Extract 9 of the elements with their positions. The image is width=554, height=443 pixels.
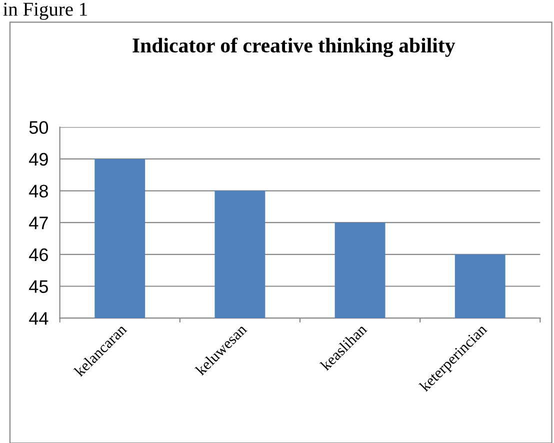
y-tick-label: 47 (29, 216, 48, 230)
y-tick-label: 44 (29, 312, 48, 325)
y-tick-label: 45 (29, 280, 48, 293)
y-tick-label: 49 (29, 152, 48, 166)
y-tick-label: 46 (29, 248, 48, 262)
chart-title: Indicator of creative thinking ability (132, 38, 456, 57)
y-tick-label: 50 (29, 121, 48, 134)
text: in Figure 1 (3, 2, 87, 20)
y-tick-label: 48 (29, 184, 48, 198)
